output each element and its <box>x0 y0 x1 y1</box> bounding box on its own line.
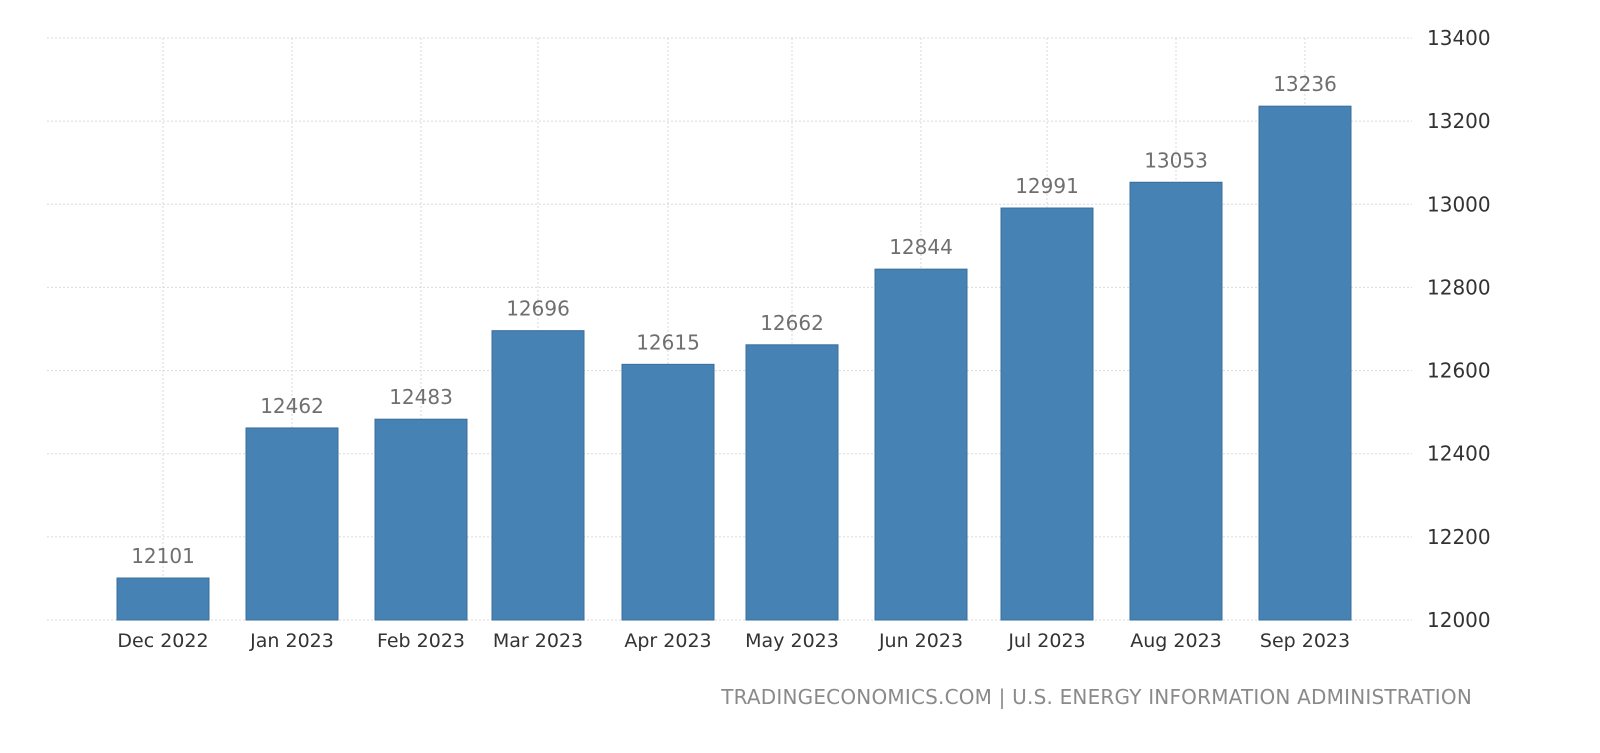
source-attribution: TRADINGECONOMICS.COM | U.S. ENERGY INFOR… <box>721 685 1472 709</box>
bar-dec-2022 <box>116 577 210 621</box>
bar-may-2023 <box>745 344 839 621</box>
y-tick-label: 13400 <box>1427 26 1491 50</box>
x-tick-label: Aug 2023 <box>1130 630 1222 652</box>
bars <box>116 105 1352 621</box>
x-tick-label: Feb 2023 <box>377 630 465 652</box>
data-labels: 12101 12462 12483 12696 12615 12662 12844 12991… <box>131 72 1337 568</box>
bar-sep-2023 <box>1258 105 1352 621</box>
y-tick-label: 12800 <box>1427 275 1491 299</box>
data-label: 12462 <box>260 394 324 418</box>
bar-feb-2023 <box>374 418 468 621</box>
x-tick-label: Sep 2023 <box>1260 630 1350 652</box>
bar-jan-2023 <box>245 427 339 621</box>
y-tick-label: 12000 <box>1427 608 1491 632</box>
bar-aug-2023 <box>1129 181 1223 621</box>
y-tick-label: 13000 <box>1427 192 1491 216</box>
y-tick-label: 13200 <box>1427 109 1491 133</box>
x-axis-ticks: Dec 2022 Jan 2023 Feb 2023 Mar 2023 Apr 2023… <box>117 630 1350 652</box>
bar-jul-2023 <box>1000 207 1094 621</box>
data-label: 13053 <box>1144 148 1208 172</box>
bar-mar-2023 <box>491 330 585 621</box>
data-label: 12844 <box>889 235 953 259</box>
y-tick-label: 12400 <box>1427 442 1491 466</box>
data-label: 12991 <box>1015 174 1079 198</box>
y-tick-label: 12600 <box>1427 359 1491 383</box>
x-tick-label: Jul 2023 <box>1007 630 1085 652</box>
data-label: 12662 <box>760 311 824 335</box>
data-label: 13236 <box>1273 72 1337 96</box>
bar-apr-2023 <box>621 363 715 621</box>
y-axis-ticks: 12000 12200 12400 12600 12800 13000 13200 13400 <box>1427 26 1491 632</box>
x-tick-label: Apr 2023 <box>624 630 711 652</box>
x-tick-label: Jan 2023 <box>249 630 334 652</box>
x-tick-label: May 2023 <box>745 630 839 652</box>
bar-chart: 12101 12462 12483 12696 12615 12662 12844 12991… <box>47 26 1491 652</box>
data-label: 12696 <box>506 297 570 321</box>
bar-jun-2023 <box>874 268 968 621</box>
x-tick-label: Jun 2023 <box>878 630 963 652</box>
data-label: 12101 <box>131 544 195 568</box>
y-tick-label: 12200 <box>1427 525 1491 549</box>
data-label: 12483 <box>389 385 453 409</box>
x-tick-label: Mar 2023 <box>493 630 583 652</box>
data-label: 12615 <box>636 330 700 354</box>
x-tick-label: Dec 2022 <box>117 630 208 652</box>
